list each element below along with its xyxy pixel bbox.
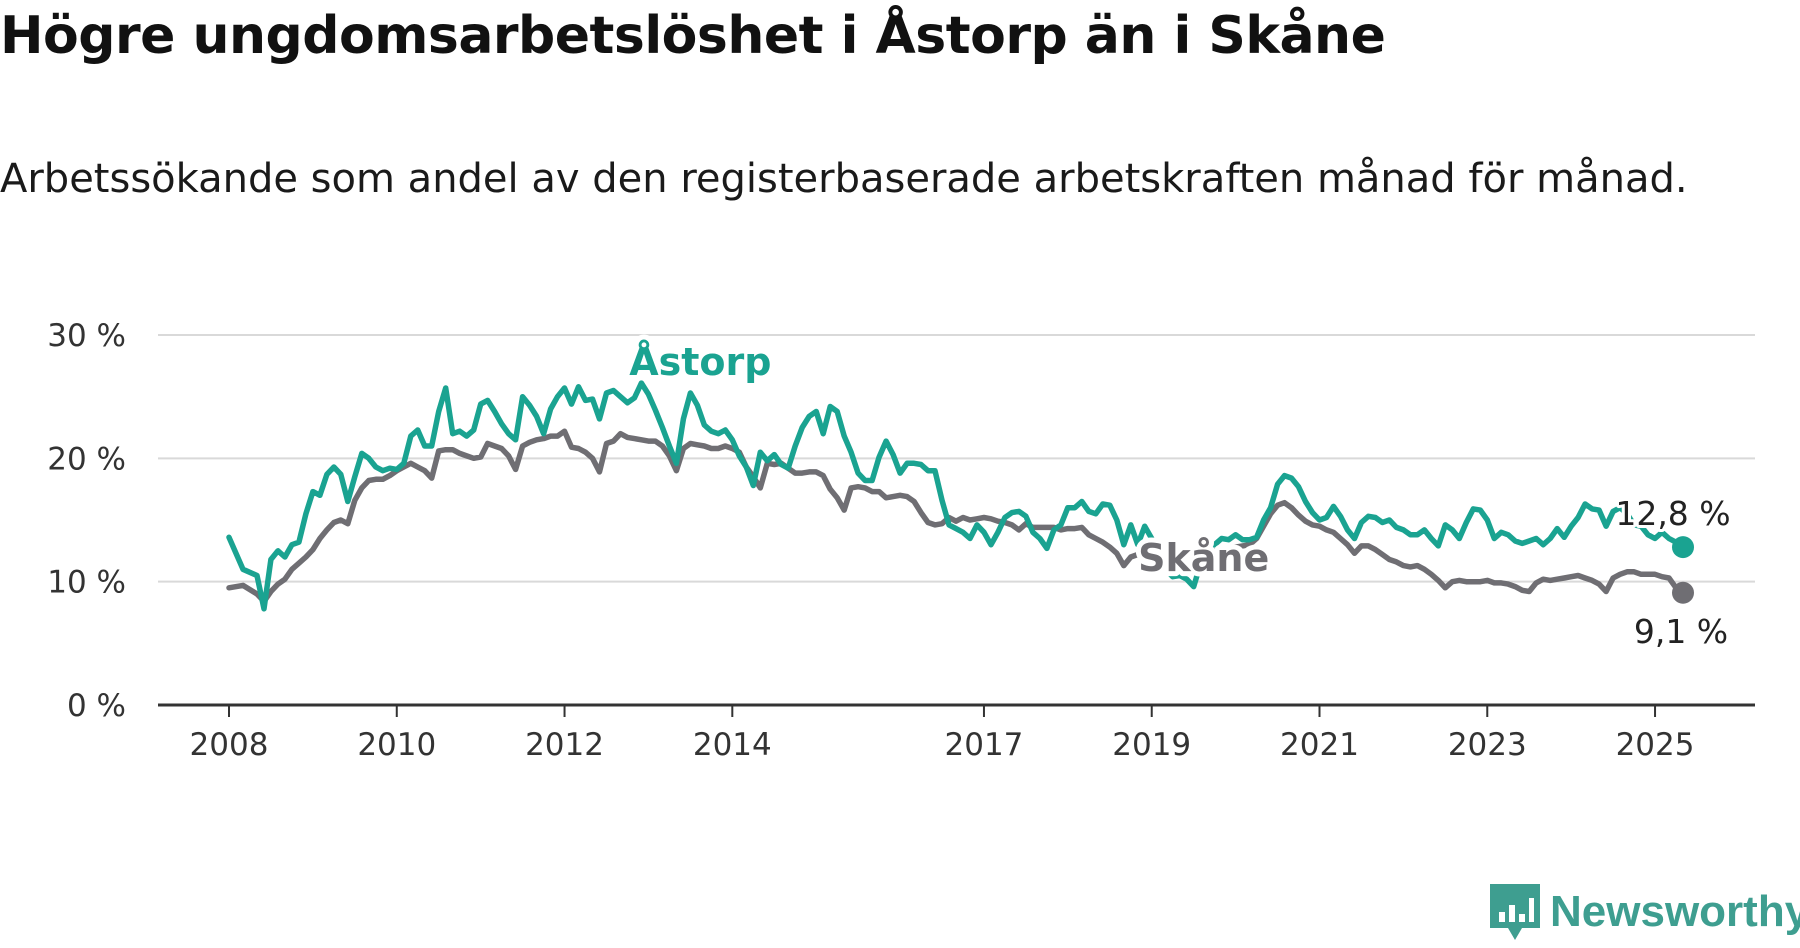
end-label-astorp: 12,8 % xyxy=(1615,494,1730,533)
newsworthy-wordmark: Newsworthy xyxy=(1550,887,1800,936)
x-tick-label: 2023 xyxy=(1448,727,1527,763)
x-tick-label: 2008 xyxy=(190,727,269,763)
y-tick-label: 10 % xyxy=(47,565,126,601)
x-tick-label: 2010 xyxy=(357,727,436,763)
series-labels: 12,8 % 9,1 % Åstorp Skåne xyxy=(624,335,1733,654)
newsworthy-logo: Newsworthy xyxy=(1490,884,1800,940)
series-lines xyxy=(226,380,1686,612)
gridlines xyxy=(158,334,1755,583)
newsworthy-logo-icon xyxy=(1490,884,1540,940)
end-label-skane: 9,1 % xyxy=(1634,612,1728,651)
series-name-astorp: Åstorp xyxy=(629,340,771,384)
x-tick-label: 2017 xyxy=(945,727,1024,763)
x-tick-label: 2025 xyxy=(1616,727,1695,763)
series-line-skane xyxy=(226,428,1686,605)
end-marker-skane xyxy=(1672,581,1694,604)
x-tick-label: 2019 xyxy=(1112,727,1191,763)
y-tick-label: 0 % xyxy=(67,688,126,724)
series-line-astorp xyxy=(226,380,1686,612)
chart-subtitle: Arbetssökande som andel av den registerb… xyxy=(0,156,1688,202)
x-tick-label: 2012 xyxy=(525,727,604,763)
x-tick-label: 2014 xyxy=(693,727,772,763)
y-tick-label: 20 % xyxy=(47,441,126,477)
y-tick-label: 30 % xyxy=(47,318,126,354)
x-tick-label: 2021 xyxy=(1280,727,1359,763)
axes: 0 % 10 % 20 % 30 % 2008 2010 2012 2014 2017 2019 2… xyxy=(47,318,1755,763)
end-marker-astorp xyxy=(1672,536,1694,559)
chart-title: Högre ungdomsarbetslöshet i Åstorp än i … xyxy=(0,6,1386,66)
series-name-skane: Skåne xyxy=(1138,536,1269,580)
